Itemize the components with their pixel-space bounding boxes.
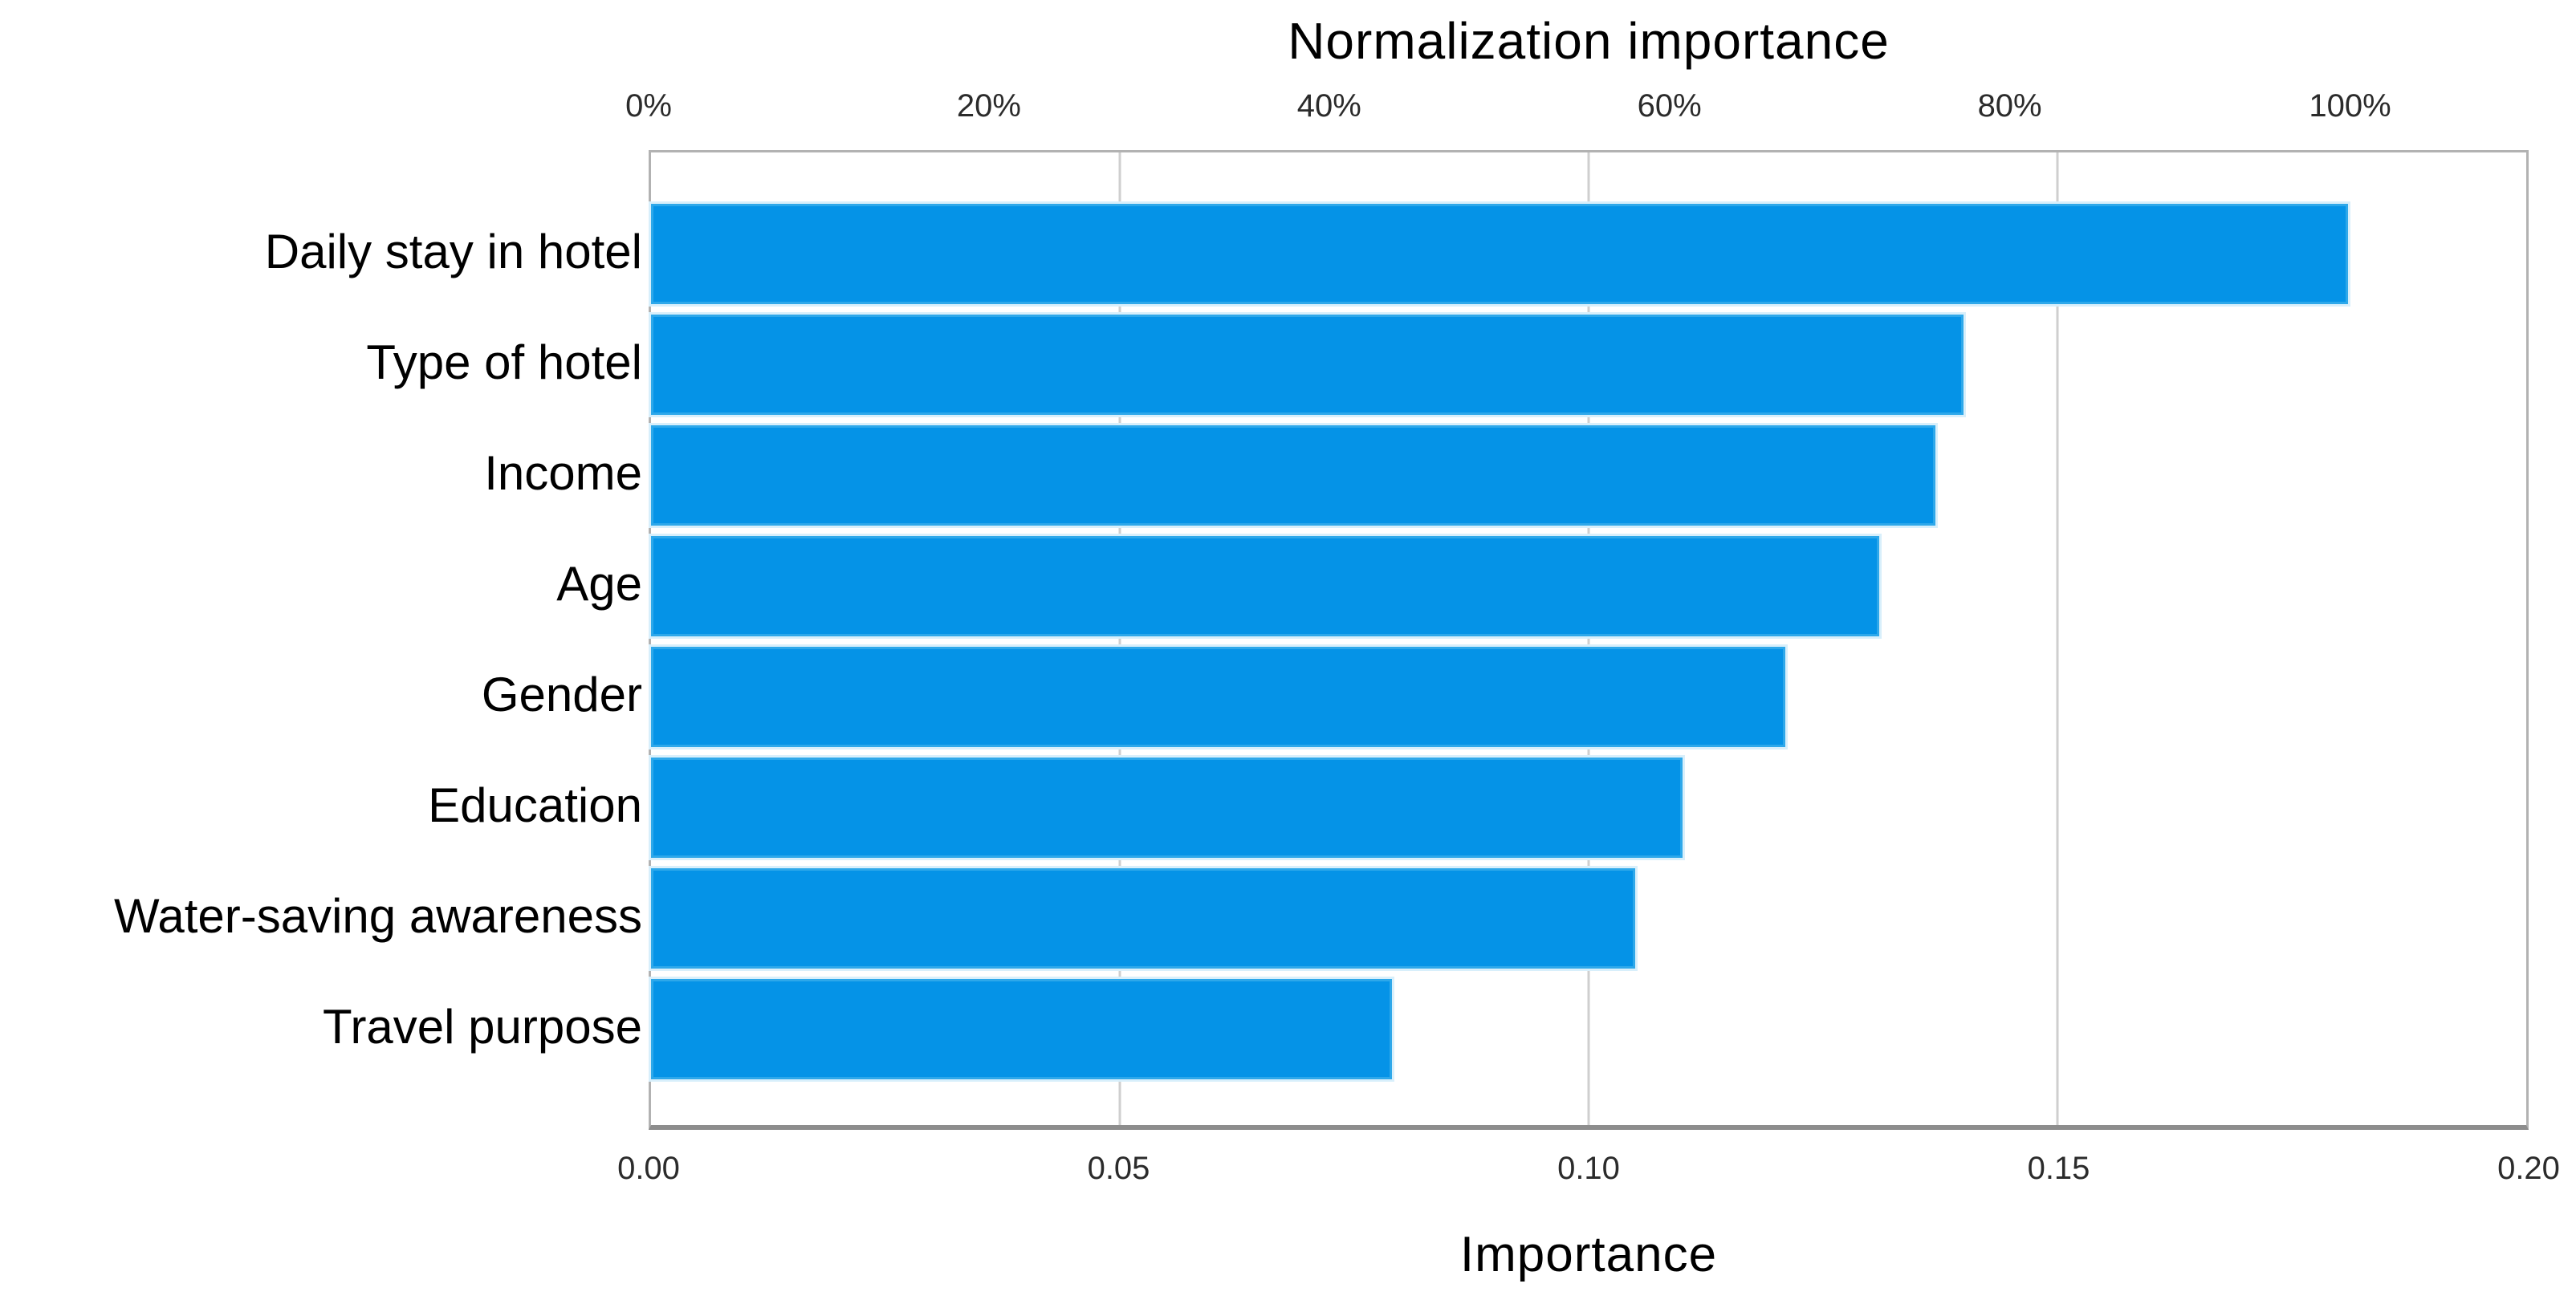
bar-gender	[651, 647, 1786, 747]
bar-row	[651, 425, 2526, 526]
bottom-axis: 0.00 0.05 0.10 0.15 0.20	[617, 1151, 2560, 1192]
top-axis-tick-label: 100%	[2309, 88, 2391, 124]
bar-row	[651, 979, 2526, 1079]
category-label: Water-saving awareness	[113, 889, 642, 943]
bar-water-saving-awareness	[651, 868, 1636, 969]
category-label: Travel purpose	[323, 1000, 642, 1054]
bottom-axis-title: Importance	[1459, 1227, 1718, 1282]
bottom-axis-tick-label: 0.10	[1557, 1151, 1620, 1186]
bar-row	[651, 536, 2526, 636]
bar-income	[651, 425, 1936, 526]
bar-type-of-hotel	[651, 315, 1964, 415]
bottom-axis-tick-label: 0.20	[2497, 1151, 2560, 1186]
bar-row	[651, 647, 2526, 747]
category-label: Education	[428, 778, 642, 832]
bar-row	[651, 868, 2526, 969]
top-axis-tick-label: 80%	[1977, 88, 2042, 124]
gridline-vertical	[2056, 152, 2059, 1125]
top-axis-tick-label: 20%	[956, 88, 1021, 124]
gridline-vertical	[1587, 152, 1590, 1125]
top-axis-tick-label: 60%	[1637, 88, 1702, 124]
bar-education	[651, 758, 1683, 858]
bar-daily-stay-in-hotel	[651, 204, 2349, 304]
bottom-axis-tick-label: 0.00	[617, 1151, 680, 1186]
bar-travel-purpose	[651, 979, 1392, 1079]
bottom-axis-tick-label: 0.15	[2027, 1151, 2090, 1186]
category-label: Income	[484, 446, 642, 500]
plot-area	[649, 150, 2529, 1130]
bar-row	[651, 315, 2526, 415]
bar-row	[651, 204, 2526, 304]
category-axis-labels: Daily stay in hotel Type of hotel Income Ag…	[0, 150, 642, 1130]
category-label: Daily stay in hotel	[264, 225, 642, 278]
bottom-axis-tick-label: 0.05	[1087, 1151, 1150, 1186]
gridline-vertical	[1118, 152, 1121, 1125]
bar-age	[651, 536, 1880, 636]
chart-title: Normalization importance	[1288, 12, 1890, 70]
bars-container	[651, 152, 2526, 1125]
category-label: Age	[556, 557, 642, 611]
top-axis-tick-label: 0%	[625, 88, 672, 124]
top-axis-tick-label: 40%	[1296, 88, 1361, 124]
bar-row	[651, 758, 2526, 858]
category-label: Gender	[481, 668, 642, 721]
category-label: Type of hotel	[366, 335, 642, 389]
top-axis: 0% 20% 40% 60% 80% 100%	[625, 88, 2529, 130]
